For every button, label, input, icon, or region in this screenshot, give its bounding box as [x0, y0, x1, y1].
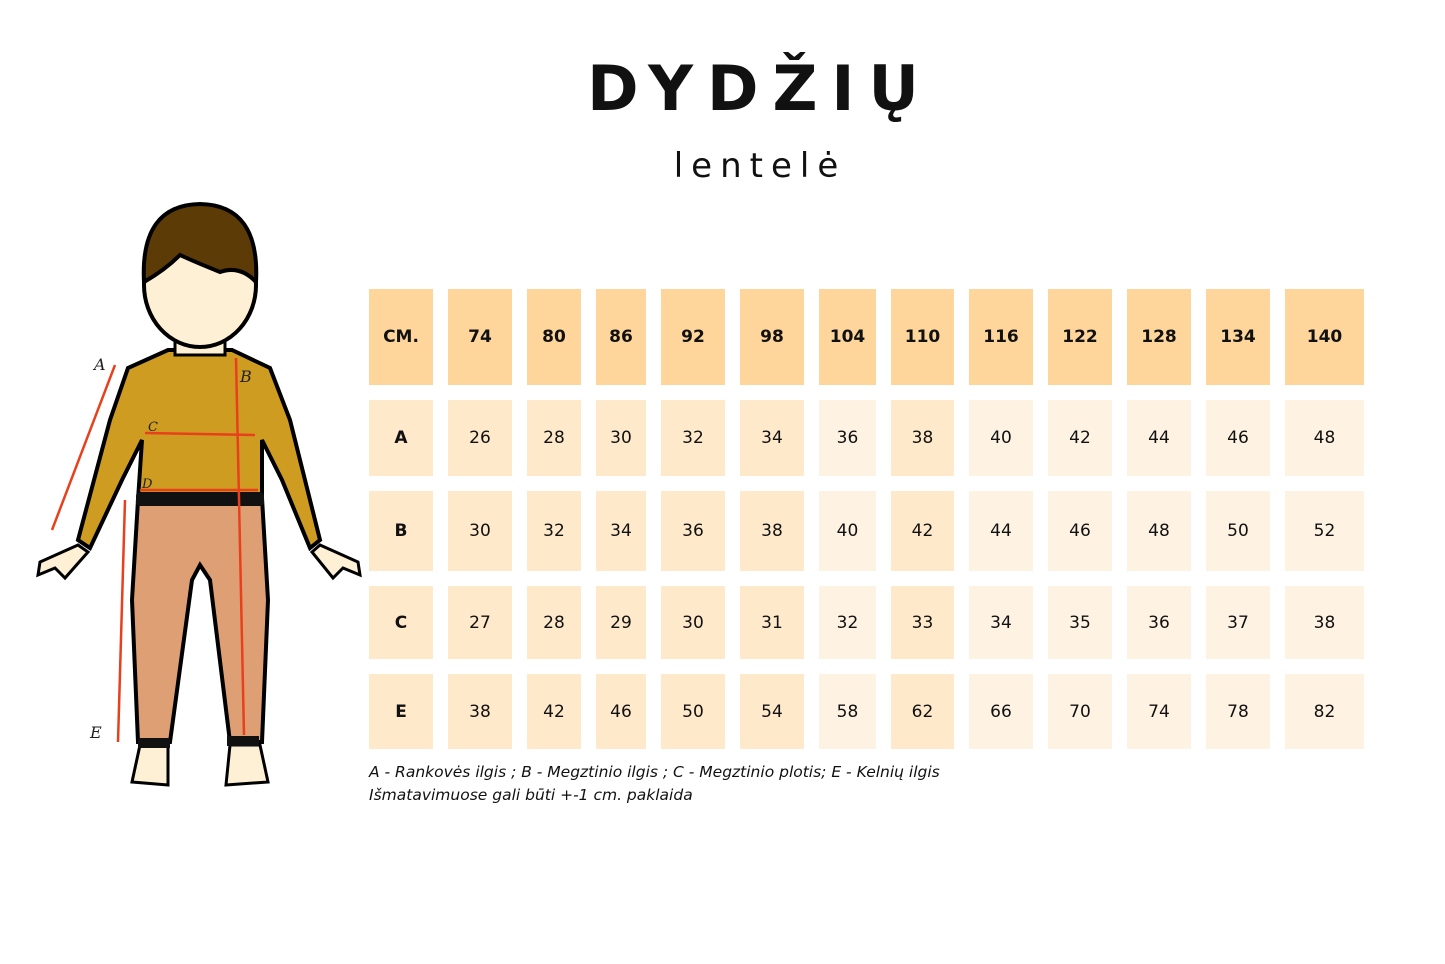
left-foot: [130, 743, 170, 787]
value-cell: 32: [527, 491, 581, 571]
value-cell: 54: [740, 674, 804, 749]
value-cell: 44: [969, 491, 1033, 571]
page-title: DYDŽIŲ: [587, 52, 933, 125]
value-cell: 42: [891, 491, 954, 571]
value-cell: 30: [661, 586, 725, 659]
value-cell: 38: [740, 491, 804, 571]
value-cell: 28: [527, 586, 581, 659]
value-cell: 30: [596, 400, 646, 476]
legend-note: A - Rankovės ilgis ; B - Megztinio ilgis…: [369, 763, 940, 781]
value-cell: 38: [891, 400, 954, 476]
label-a: A: [92, 355, 106, 374]
row-label-cell: E: [369, 674, 433, 749]
value-cell: 62: [891, 674, 954, 749]
value-cell: 50: [661, 674, 725, 749]
value-cell: 31: [740, 586, 804, 659]
value-cell: 37: [1206, 586, 1270, 659]
value-cell: 52: [1285, 491, 1364, 571]
row-label-cell: B: [369, 491, 433, 571]
right-hand: [309, 543, 362, 581]
value-cell: 36: [661, 491, 725, 571]
value-cell: 48: [1127, 491, 1191, 571]
value-cell: 48: [1285, 400, 1364, 476]
pants-shape: [129, 495, 271, 744]
label-d: D: [141, 477, 153, 492]
header-cell-unit: CM.: [369, 289, 433, 385]
hair: [141, 201, 259, 287]
row-label-cell: A: [369, 400, 433, 476]
waistband: [136, 492, 264, 506]
value-cell: 27: [448, 586, 512, 659]
value-cell: 42: [527, 674, 581, 749]
value-cell: 70: [1048, 674, 1112, 749]
header-cell-size: 80: [527, 289, 581, 385]
value-cell: 66: [969, 674, 1033, 749]
value-cell: 33: [891, 586, 954, 659]
value-cell: 34: [596, 491, 646, 571]
left-hand: [36, 543, 91, 581]
value-cell: 40: [819, 491, 876, 571]
value-cell: 26: [448, 400, 512, 476]
right-foot: [224, 743, 270, 787]
header-cell-size: 104: [819, 289, 876, 385]
value-cell: 40: [969, 400, 1033, 476]
row-label-cell: C: [369, 586, 433, 659]
tolerance-note: Išmatavimuose gali būti +-1 cm. paklaida: [369, 786, 693, 804]
value-cell: 46: [1048, 491, 1112, 571]
value-cell: 28: [527, 400, 581, 476]
header-cell-size: 110: [891, 289, 954, 385]
child-measurement-illustration: A B C D E: [36, 201, 362, 787]
value-cell: 29: [596, 586, 646, 659]
value-cell: 78: [1206, 674, 1270, 749]
header-cell-size: 122: [1048, 289, 1112, 385]
value-cell: 50: [1206, 491, 1270, 571]
value-cell: 38: [1285, 586, 1364, 659]
value-cell: 36: [1127, 586, 1191, 659]
header-cell-size: 134: [1206, 289, 1270, 385]
value-cell: 42: [1048, 400, 1112, 476]
value-cell: 34: [740, 400, 804, 476]
header-cell-size: 86: [596, 289, 646, 385]
header-cell-size: 92: [661, 289, 725, 385]
measure-lines: [50, 357, 258, 743]
label-e: E: [89, 723, 102, 742]
value-cell: 46: [1206, 400, 1270, 476]
value-cell: 82: [1285, 674, 1364, 749]
value-cell: 58: [819, 674, 876, 749]
header-cell-size: 116: [969, 289, 1033, 385]
value-cell: 46: [596, 674, 646, 749]
value-cell: 35: [1048, 586, 1112, 659]
value-cell: 30: [448, 491, 512, 571]
page-subtitle: lentelė: [673, 146, 847, 186]
label-c: C: [148, 420, 158, 435]
header-cell-size: 98: [740, 289, 804, 385]
value-cell: 32: [819, 586, 876, 659]
value-cell: 74: [1127, 674, 1191, 749]
value-cell: 44: [1127, 400, 1191, 476]
label-b: B: [239, 367, 252, 386]
value-cell: 34: [969, 586, 1033, 659]
value-cell: 38: [448, 674, 512, 749]
header-cell-size: 128: [1127, 289, 1191, 385]
header-cell-size: 74: [448, 289, 512, 385]
value-cell: 32: [661, 400, 725, 476]
value-cell: 36: [819, 400, 876, 476]
header-cell-size: 140: [1285, 289, 1364, 385]
